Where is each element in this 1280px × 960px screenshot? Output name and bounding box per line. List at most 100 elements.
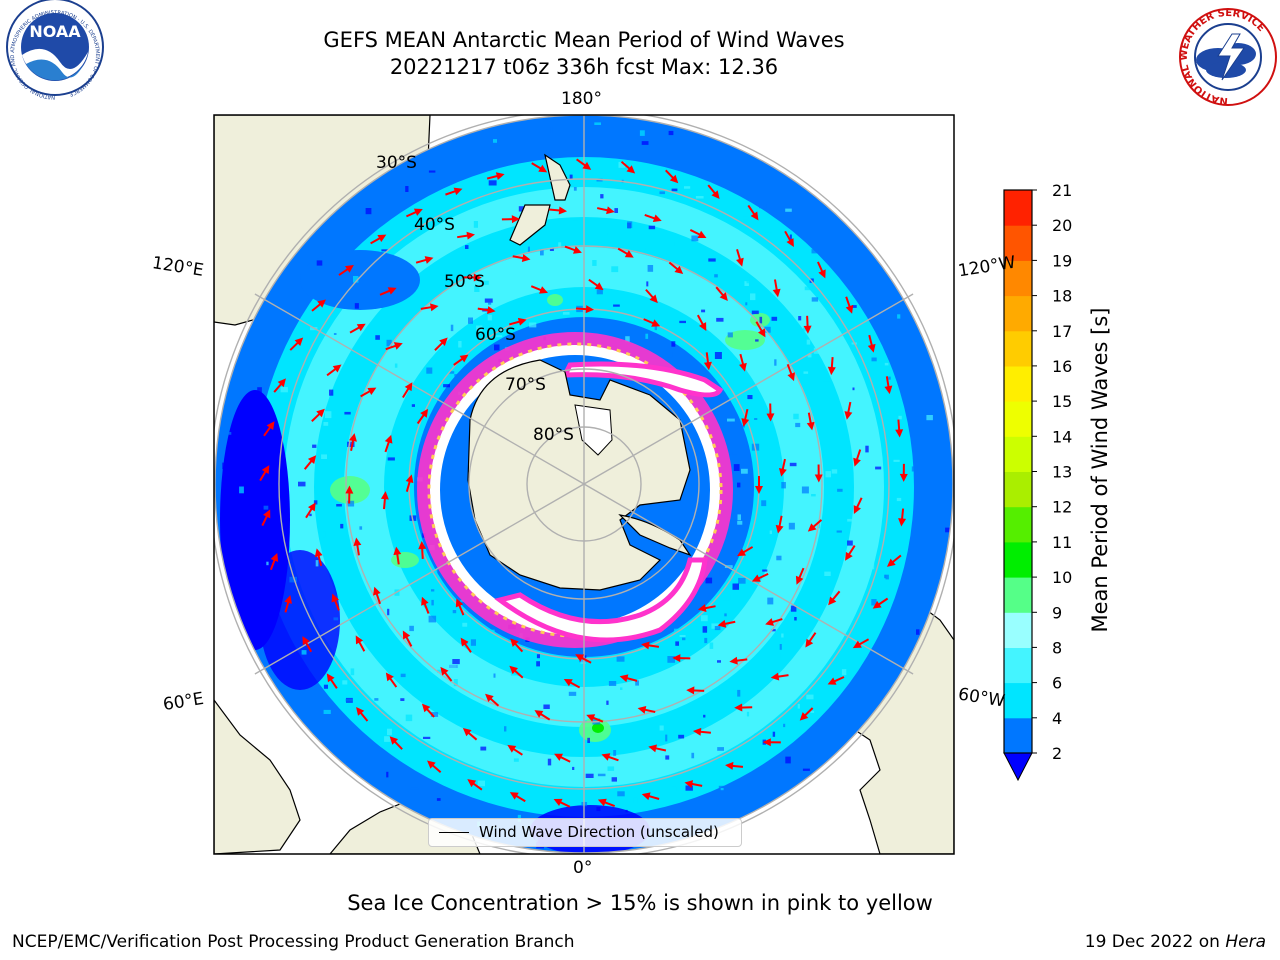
field-speckle (400, 673, 406, 678)
field-speckle (529, 322, 537, 328)
field-speckle (727, 332, 733, 338)
wave-direction-arrow (530, 285, 548, 294)
colorbar-tick-label: 19 (1052, 251, 1072, 270)
wave-direction-arrow (620, 161, 636, 174)
field-speckle (452, 610, 457, 614)
field-speckle (431, 599, 434, 606)
field-speckle (801, 486, 809, 494)
new-zealand-north (544, 153, 571, 201)
field-speckle (762, 569, 768, 572)
colorbar-segment (1004, 260, 1032, 297)
footer-date: 19 Dec 2022 on Hera (1085, 932, 1266, 952)
field-speckle (266, 561, 269, 566)
field-speckle (353, 276, 359, 283)
wave-direction-arrow (765, 618, 783, 626)
field-speckle (493, 673, 496, 678)
wave-direction-arrow (597, 798, 616, 807)
field-speckle (333, 333, 337, 335)
field-speckle (714, 232, 717, 237)
field-speckle (428, 615, 437, 623)
colorbar-segment (1004, 506, 1032, 543)
field-speckle (627, 221, 633, 229)
field-speckle (345, 698, 353, 702)
wave-direction-arrow (717, 619, 736, 628)
wave-direction-arrow (736, 249, 744, 267)
field-speckle (682, 637, 686, 641)
wave-direction-arrow (715, 286, 728, 301)
field-speckle (781, 633, 784, 638)
field-speckle (703, 714, 706, 718)
colorbar-tick-label: 15 (1052, 392, 1072, 411)
field-speckle (841, 669, 847, 676)
field-speckle (250, 606, 255, 611)
field-speckle (645, 333, 649, 339)
lat-label: 60°S (475, 325, 516, 345)
field-speckle (587, 737, 590, 743)
field-speckle (701, 309, 706, 313)
field-speckle (727, 418, 735, 422)
wave-direction-arrow (739, 353, 747, 372)
lat-label: 80°S (533, 425, 574, 445)
wave-direction-arrow (601, 753, 619, 762)
wave-direction-arrow (762, 738, 781, 747)
field-speckle (540, 249, 544, 256)
field-speckle (494, 344, 500, 351)
field-speckle (802, 768, 810, 771)
wave-direction-arrow (643, 318, 661, 327)
field-speckle (633, 797, 638, 804)
field-speckle (897, 314, 901, 319)
wave-direction-arrow (725, 761, 744, 770)
field-speckle (454, 374, 460, 377)
field-speckle (691, 752, 695, 759)
field-speckle (797, 703, 800, 709)
green-patch-4 (547, 294, 563, 306)
meridian-line (583, 293, 914, 485)
field-speckle (830, 616, 839, 621)
field-speckle (785, 208, 792, 212)
field-speckle (562, 312, 570, 315)
colorbar-segment (1004, 682, 1032, 719)
field-speckle (484, 298, 493, 303)
field-speckle (641, 141, 649, 145)
wave-direction-arrow (772, 279, 781, 298)
wave-direction-arrow (641, 641, 660, 650)
field-speckle (611, 777, 617, 782)
field-speckle (737, 689, 741, 697)
wave-direction-arrow (460, 637, 472, 653)
wave-direction-arrow (311, 299, 326, 312)
field-speckle (365, 208, 372, 215)
wave-direction-arrow (273, 378, 286, 393)
field-speckle (744, 281, 749, 286)
field-speckle (452, 659, 460, 665)
field-speckle (803, 371, 809, 374)
field-speckle (772, 416, 776, 422)
wave-direction-arrow (345, 485, 354, 504)
wave-direction-arrow (355, 635, 366, 652)
field-speckle (481, 280, 489, 285)
field-speckle (258, 566, 264, 571)
wave-direction-arrow (531, 162, 548, 173)
wave-direction-arrow (421, 596, 430, 614)
field-speckle (679, 320, 686, 324)
wave-direction-arrow (845, 296, 854, 314)
field-speckle (600, 194, 604, 199)
wave-direction-arrow (575, 305, 594, 314)
field-speckle (788, 416, 795, 422)
field-speckle (603, 788, 608, 795)
colorbar: 2 4 6 8 9 10 11 12 13 14 15 16 17 18 19 20 21 (1003, 181, 1072, 782)
field-speckle (260, 520, 263, 527)
colorbar-tick-label: 14 (1052, 427, 1072, 446)
wave-direction-arrow (586, 714, 604, 723)
wave-direction-arrow (373, 586, 381, 605)
wave-direction-arrow (827, 357, 836, 376)
field-speckle (755, 339, 759, 342)
wave-direction-arrow (827, 676, 845, 685)
field-speckle (480, 746, 487, 751)
noaa-logo-text: NOAA (29, 22, 81, 41)
field-speckle (426, 367, 433, 374)
field-speckle (411, 404, 415, 407)
colorbar-tick-label: 4 (1052, 709, 1062, 728)
field-speckle (724, 565, 733, 568)
field-speckle (607, 233, 610, 236)
wave-direction-arrow (486, 172, 505, 180)
